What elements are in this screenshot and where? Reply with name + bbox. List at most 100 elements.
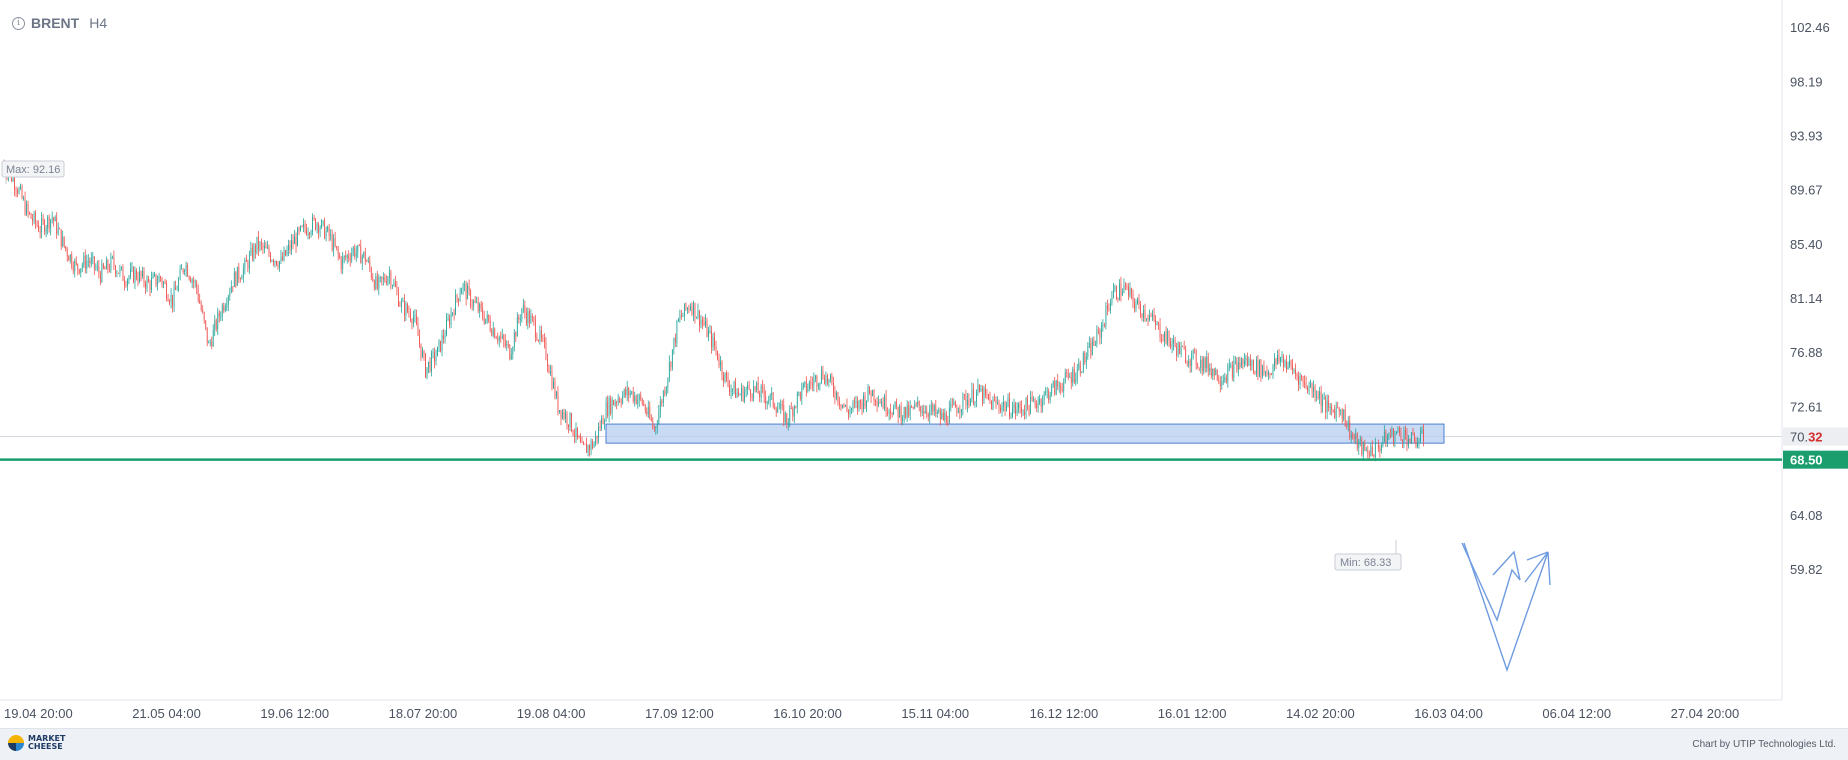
candle-body [915, 403, 917, 405]
candle-body [23, 198, 24, 199]
candle-body [1383, 431, 1385, 442]
candle-body [938, 410, 940, 413]
candle-body [184, 270, 186, 272]
candle-body [450, 313, 452, 325]
price-chart[interactable]: 102.46 98.19 93.93 89.67 85.40 81.14 76.88 72.6… [0, 0, 1848, 728]
candle-body [158, 276, 160, 283]
candle-body [536, 337, 538, 341]
candle-body [81, 264, 83, 269]
support-zone-rect [605, 423, 1445, 444]
candle-body [671, 349, 673, 367]
candle-body [989, 398, 991, 401]
candle-body [631, 391, 633, 393]
candle-body [1271, 374, 1272, 376]
candle-body [942, 412, 944, 421]
candle-body [617, 398, 619, 403]
zone-layer [605, 423, 1445, 444]
candle-body [646, 411, 648, 415]
candle-body [230, 286, 232, 293]
candle-body [1262, 365, 1263, 377]
candle-body [799, 392, 801, 400]
candle-body [92, 256, 94, 259]
candle-body [726, 372, 727, 378]
candle-body [882, 402, 884, 409]
candle-body [1215, 369, 1217, 376]
candle-body [340, 258, 342, 270]
candle-body [1042, 401, 1044, 407]
candle-body [405, 303, 407, 316]
candle-body [688, 307, 690, 310]
projection-arrow-tail [1547, 551, 1551, 586]
candle-body [592, 441, 593, 448]
candle-body [355, 252, 357, 257]
candle-body [1161, 338, 1162, 341]
candle-body [974, 401, 976, 405]
candle-body [157, 282, 158, 285]
candle-body [1272, 365, 1274, 375]
candle-body [699, 310, 700, 326]
candle-body [641, 398, 643, 404]
candle-body [181, 268, 183, 270]
candle-body [513, 332, 515, 348]
brand-logo[interactable]: MARKET CHEESE [8, 735, 98, 751]
candle-body [977, 384, 979, 392]
candle-body [1084, 352, 1086, 363]
candle-body [298, 228, 300, 231]
candle-body [534, 320, 536, 338]
candle-body [687, 307, 688, 310]
candle-body [1102, 324, 1104, 327]
candle-body [571, 413, 572, 431]
candle-body [1399, 427, 1400, 433]
candle-body [789, 408, 791, 423]
candle-body [979, 384, 980, 392]
candle-body [664, 391, 666, 395]
info-icon[interactable]: i [12, 16, 25, 30]
footer-credit[interactable]: Chart by UTIP Technologies Ltd. [1692, 739, 1836, 750]
candle-body [1179, 343, 1181, 355]
candle-body [971, 388, 973, 399]
candle-body [492, 328, 494, 336]
candle-body [590, 441, 592, 451]
candle-body [864, 395, 866, 407]
candle-body [384, 277, 386, 282]
candle-body [950, 403, 952, 408]
candle-body [778, 408, 780, 410]
candle-body [858, 400, 860, 409]
candle-body [691, 306, 693, 315]
candle-body [66, 249, 68, 257]
candle-body [1025, 397, 1027, 415]
candle-body [411, 319, 413, 324]
candle-body [1284, 361, 1286, 367]
candle-body [68, 256, 70, 261]
candle-body [1411, 432, 1412, 444]
candle-body [1402, 439, 1403, 442]
candle-body [1109, 303, 1111, 311]
candle-body [781, 403, 783, 405]
candle-body [1031, 396, 1033, 401]
candle-body [211, 342, 213, 347]
candle-body [307, 233, 309, 235]
candle-body [36, 223, 38, 226]
candle-body [1292, 364, 1293, 371]
candle-body [1423, 429, 1424, 441]
candle-body [413, 316, 414, 324]
candle-body [896, 401, 898, 407]
candle-body [1213, 368, 1215, 376]
candle-body [1218, 380, 1220, 383]
candle-body [1033, 399, 1035, 401]
candle-body [140, 271, 142, 277]
candle-body [1170, 340, 1172, 348]
candle-body [711, 330, 712, 348]
candle-body [1374, 443, 1376, 457]
candle-body [170, 294, 172, 303]
candle-body [620, 401, 622, 403]
candle-body [595, 435, 596, 444]
min-price-label: Min: 68.33 [1334, 540, 1402, 571]
candle-body [870, 393, 872, 397]
candle-body [325, 231, 327, 239]
candle-body [750, 389, 752, 396]
candle-body [1015, 404, 1016, 414]
candle-body [843, 404, 845, 407]
candle-body [976, 391, 977, 402]
candle-body [473, 301, 475, 306]
